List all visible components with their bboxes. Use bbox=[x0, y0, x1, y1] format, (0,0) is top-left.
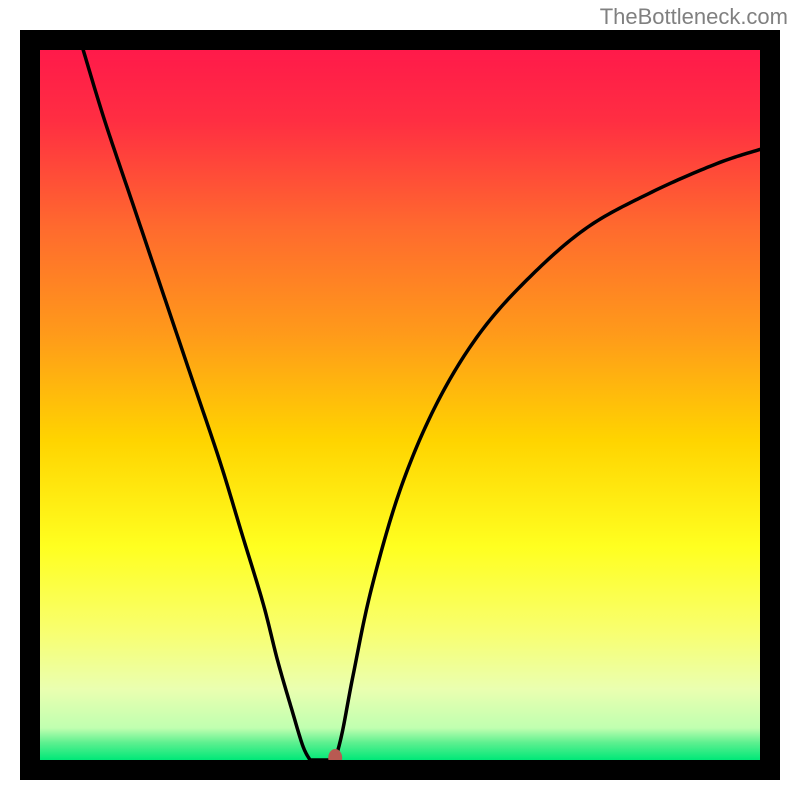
bottleneck-chart bbox=[0, 0, 800, 800]
gradient-background bbox=[40, 50, 760, 760]
watermark-text: TheBottleneck.com bbox=[600, 4, 788, 30]
chart-container: { "watermark": { "text": "TheBottleneck.… bbox=[0, 0, 800, 800]
